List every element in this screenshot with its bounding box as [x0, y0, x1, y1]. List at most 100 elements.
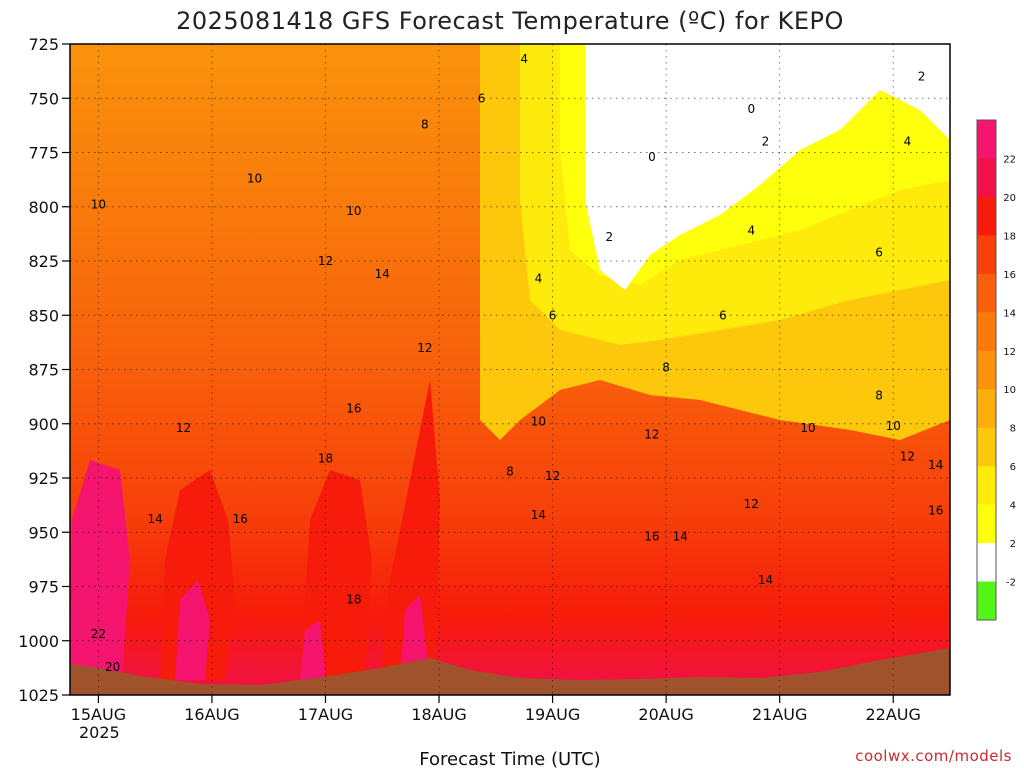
- contour-label: 14: [148, 512, 163, 526]
- x-tick-label: 21AUG: [752, 705, 807, 724]
- below-zero-region: [585, 44, 950, 290]
- contour-label: 10: [886, 419, 901, 433]
- y-tick-label: 1025: [18, 686, 59, 705]
- colorbar-label: -2: [1006, 578, 1016, 589]
- contour-label: 12: [176, 421, 191, 435]
- colorbar: 22 20 18 16 14 12 10 8 6 4 2 -2: [976, 119, 1016, 621]
- colorbar-swatch: [977, 427, 996, 467]
- hot-core-16aug: [175, 580, 210, 680]
- contour-label: 4: [904, 135, 912, 149]
- contour-label: 20: [105, 660, 120, 674]
- contour-label: 2: [762, 135, 770, 149]
- contour-label: 2: [918, 70, 926, 84]
- warm-core-18aug: [380, 380, 440, 680]
- y-tick-label: 925: [28, 469, 59, 488]
- contour-label: 14: [928, 458, 943, 472]
- colorbar-swatch: [977, 312, 996, 352]
- contour-label: 18: [318, 451, 333, 465]
- colorbar-swatch: [977, 235, 996, 275]
- contour-label: 10: [346, 204, 361, 218]
- y-tick-label: 825: [28, 252, 59, 271]
- colorbar-frame: [976, 119, 997, 621]
- contour-label: 8: [875, 389, 883, 403]
- contour-label: 16: [233, 512, 248, 526]
- colorbar-label: 2: [1010, 539, 1016, 550]
- credit-link[interactable]: coolwx.com/models: [855, 747, 1012, 765]
- y-tick-label: 850: [28, 306, 59, 325]
- contour-label: 14: [531, 508, 546, 522]
- hot-core-15aug: [70, 460, 130, 680]
- hot-core-18aug: [400, 595, 430, 680]
- contour-label: 4: [535, 271, 543, 285]
- y-tick-label: 800: [28, 198, 59, 217]
- colorbar-label: 18: [1003, 231, 1016, 242]
- contour-label: 6: [549, 308, 557, 322]
- y-tick-label: 750: [28, 89, 59, 108]
- contour-label: 6: [478, 91, 486, 105]
- colorbar-label: 6: [1010, 462, 1016, 473]
- x-tick-label: 17AUG: [298, 705, 353, 724]
- contour-label: 8: [506, 464, 514, 478]
- x-tick-label: 22AUG: [866, 705, 921, 724]
- y-tick-label: 875: [28, 361, 59, 380]
- contour-label: 4: [747, 224, 755, 238]
- colorbar-swatch: [977, 581, 996, 621]
- x-axis: 15AUG 16AUG 17AUG 18AUG 19AUG 20AUG 21AUG 22AUG: [71, 695, 921, 724]
- y-tick-label: 975: [28, 578, 59, 597]
- contour-label: 2: [606, 230, 614, 244]
- contour-label: 12: [644, 428, 659, 442]
- colorbar-label: 16: [1003, 270, 1016, 281]
- colorbar-label: 14: [1003, 308, 1016, 319]
- contour-label: 8: [421, 117, 429, 131]
- colorbar-swatch: [977, 504, 996, 544]
- y-tick-label: 775: [28, 144, 59, 163]
- contour-label: 14: [673, 530, 688, 544]
- x-tick-label: 15AUG: [71, 705, 126, 724]
- x-axis-title: Forecast Time (UTC): [419, 749, 600, 768]
- contour-label: 18: [346, 593, 361, 607]
- contour-label: 10: [247, 172, 262, 186]
- x-tick-label: 19AUG: [525, 705, 580, 724]
- x-tick-label: 16AUG: [184, 705, 239, 724]
- contour-label: 10: [531, 415, 546, 429]
- x-tick-label: 18AUG: [411, 705, 466, 724]
- colorbar-swatch: [977, 466, 996, 506]
- contour-label: 22: [91, 627, 106, 641]
- contour-label: 10: [800, 421, 815, 435]
- chart-title: 2025081418 GFS Forecast Temperature (ºC)…: [176, 7, 844, 35]
- contour-label: 12: [545, 469, 560, 483]
- colorbar-swatch: [977, 196, 996, 236]
- hot-core-17aug: [300, 620, 326, 680]
- colorbar-label: 12: [1003, 347, 1016, 358]
- y-tick-label: 1000: [18, 632, 59, 651]
- contour-label: 12: [900, 449, 915, 463]
- contour-label: 0: [747, 102, 755, 116]
- colorbar-label: 10: [1003, 385, 1016, 396]
- y-tick-label: 900: [28, 415, 59, 434]
- contour-label: 16: [644, 530, 659, 544]
- colorbar-swatch: [977, 158, 996, 198]
- contour-label: 12: [417, 341, 432, 355]
- colorbar-label: 22: [1003, 154, 1016, 165]
- colorbar-label: 8: [1010, 424, 1016, 435]
- colorbar-swatch: [977, 543, 996, 583]
- contour-label: 12: [744, 497, 759, 511]
- contour-label: 6: [719, 308, 727, 322]
- colorbar-swatch: [977, 350, 996, 390]
- colorbar-swatch: [977, 120, 996, 159]
- contour-label: 16: [928, 504, 943, 518]
- contour-label: 8: [662, 360, 670, 374]
- contour-label: 14: [758, 573, 773, 587]
- contour-label: 16: [346, 402, 361, 416]
- x-axis-year-label: 2025: [79, 723, 120, 742]
- contour-label: 0: [648, 150, 656, 164]
- x-tick-label: 20AUG: [638, 705, 693, 724]
- colorbar-swatch: [977, 389, 996, 429]
- colorbar-swatch: [977, 273, 996, 313]
- contour-label: 6: [875, 245, 883, 259]
- y-axis: 725 750 775 800 825 850 875 900 925 950 975 1000 102…: [18, 35, 70, 705]
- contour-label: 4: [520, 52, 528, 66]
- surface-terrain: [70, 648, 950, 695]
